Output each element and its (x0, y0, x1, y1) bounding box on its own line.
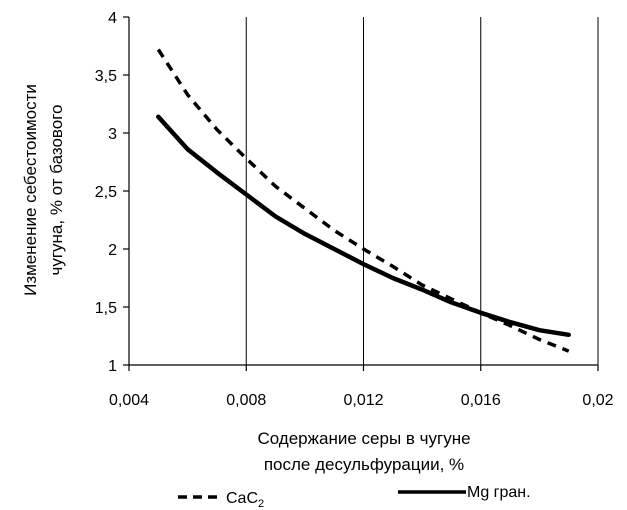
x-tick-label-0: 0,004 (109, 392, 149, 409)
series-line-1 (156, 114, 571, 338)
x-tick-label-2: 0,012 (343, 392, 383, 409)
y-axis-title: Изменение себестоимости чугуна, % от баз… (21, 84, 66, 296)
tick-labels: 1 1,5 2 2,5 3 3,5 4 0,004 0,008 0,012 0,016 0,02 (95, 10, 614, 409)
y-tick-label-0: 1 (108, 358, 117, 375)
y-tick-label-1: 1,5 (95, 300, 117, 317)
y-tick-label-4: 3 (108, 126, 117, 143)
grid (128, 17, 599, 365)
legend-label-mg: Mg гран. (467, 484, 531, 501)
y-tick-label-6: 4 (108, 10, 117, 27)
plot-frame (123, 16, 599, 371)
legend-label-cac2: CaC2 (226, 490, 264, 510)
x-tick-label-4: 0,02 (582, 392, 613, 409)
y-axis-title-line-1: Изменение себестоимости (21, 84, 40, 296)
y-axis-title-line-2: чугуна, % от базового (47, 104, 66, 275)
y-tick-label-5: 3,5 (95, 68, 117, 85)
x-tick-label-3: 0,016 (461, 392, 501, 409)
series-line-0 (156, 48, 570, 353)
y-tick-label-2: 2 (108, 242, 117, 259)
series-layer (156, 48, 571, 353)
legend: CaC2 Mg гран. (178, 484, 531, 510)
y-tick-label-3: 2,5 (95, 184, 117, 201)
x-axis-title-line-1: Содержание серы в чугуне (257, 429, 470, 448)
x-axis-title-line-2: после десульфурации, % (264, 455, 464, 474)
x-tick-label-1: 0,008 (226, 392, 266, 409)
